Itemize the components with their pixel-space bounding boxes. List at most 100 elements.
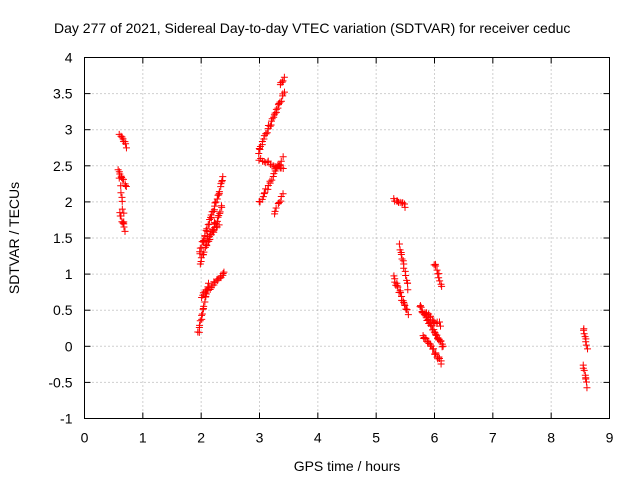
data-point (256, 146, 264, 154)
data-point (207, 211, 215, 219)
data-point (394, 283, 402, 291)
data-point (430, 318, 438, 326)
data-point (215, 188, 223, 196)
data-points (114, 73, 592, 392)
data-point (279, 164, 287, 172)
x-tick-label: 3 (256, 430, 264, 446)
data-point (266, 179, 274, 187)
data-point (261, 189, 269, 197)
data-point (120, 218, 128, 226)
data-point (255, 156, 263, 164)
data-point (266, 122, 274, 130)
data-point (268, 176, 276, 184)
data-point (438, 343, 446, 351)
data-point (118, 133, 126, 141)
data-point (202, 290, 210, 298)
data-point (115, 174, 123, 182)
data-point (259, 193, 267, 201)
data-point (432, 330, 440, 338)
data-point (438, 282, 446, 290)
data-point (280, 88, 288, 96)
data-point (279, 90, 287, 98)
data-point (272, 204, 280, 212)
x-tick-label: 9 (606, 430, 614, 446)
data-point (204, 279, 212, 287)
chart-title: Day 277 of 2021, Sidereal Day-to-day VTE… (54, 20, 570, 36)
y-tick-label: -1 (60, 411, 73, 427)
data-point (204, 283, 212, 291)
data-point (393, 282, 401, 290)
y-tick-label: 0 (65, 338, 73, 354)
data-point (432, 349, 440, 357)
data-point (122, 140, 130, 148)
data-point (117, 182, 125, 190)
data-point (276, 98, 284, 106)
y-tick-label: 3 (65, 122, 73, 138)
y-tick-label: 4 (65, 50, 73, 66)
data-point (582, 375, 590, 383)
data-point (429, 345, 437, 353)
data-point (280, 73, 288, 81)
x-tick-label: 1 (139, 430, 147, 446)
data-point (217, 180, 225, 188)
data-point (202, 226, 210, 234)
data-point (120, 209, 128, 217)
data-point (437, 337, 445, 345)
data-point (255, 149, 263, 157)
data-point (404, 311, 412, 319)
data-point (216, 208, 224, 216)
data-point (439, 342, 447, 350)
data-point (432, 262, 440, 270)
data-point (275, 199, 283, 207)
data-point (399, 199, 407, 207)
data-point (121, 227, 129, 235)
data-point (272, 105, 280, 113)
y-tick-label: 3.5 (53, 86, 73, 102)
data-point (277, 97, 285, 105)
data-point (404, 279, 412, 287)
data-point (213, 276, 221, 284)
x-axis-label: GPS time / hours (294, 458, 401, 474)
y-tick-label: 1 (65, 266, 73, 282)
data-point (200, 302, 208, 310)
data-point (437, 322, 444, 330)
data-point (580, 330, 588, 338)
data-point (260, 158, 268, 166)
data-point (268, 115, 276, 123)
data-point (433, 266, 441, 274)
data-point (203, 286, 211, 294)
data-point (404, 286, 412, 294)
y-tick-label: 1.5 (53, 230, 73, 246)
data-point (402, 272, 410, 280)
data-point (196, 317, 204, 325)
data-point (416, 303, 424, 311)
data-point (117, 189, 125, 197)
data-point (269, 173, 277, 181)
data-point (271, 109, 279, 117)
data-point (214, 191, 222, 199)
data-point (201, 298, 209, 306)
y-tick-label: 2.5 (53, 158, 73, 174)
data-point (218, 178, 226, 186)
y-axis-label: SDTVAR / TECUs (6, 182, 22, 294)
data-point (200, 248, 208, 256)
data-point (427, 312, 435, 320)
y-tick-label: 2 (65, 194, 73, 210)
data-point (214, 213, 222, 221)
data-point (401, 301, 409, 309)
data-point (274, 104, 282, 112)
data-point (279, 190, 287, 198)
y-tick-labels: -1 -0.5 0 0.5 1 1.5 2 2.5 3 3.5 4 (48, 50, 72, 427)
data-point (262, 130, 270, 138)
data-point (203, 241, 211, 249)
data-point (118, 205, 126, 213)
data-point (122, 182, 130, 190)
data-point (399, 297, 407, 305)
data-point (278, 78, 286, 86)
data-point (219, 269, 227, 277)
x-tick-label: 5 (372, 430, 380, 446)
x-tick-label: 0 (81, 430, 89, 446)
data-point (119, 175, 127, 183)
plot-frame (84, 57, 610, 419)
data-point (215, 221, 223, 229)
